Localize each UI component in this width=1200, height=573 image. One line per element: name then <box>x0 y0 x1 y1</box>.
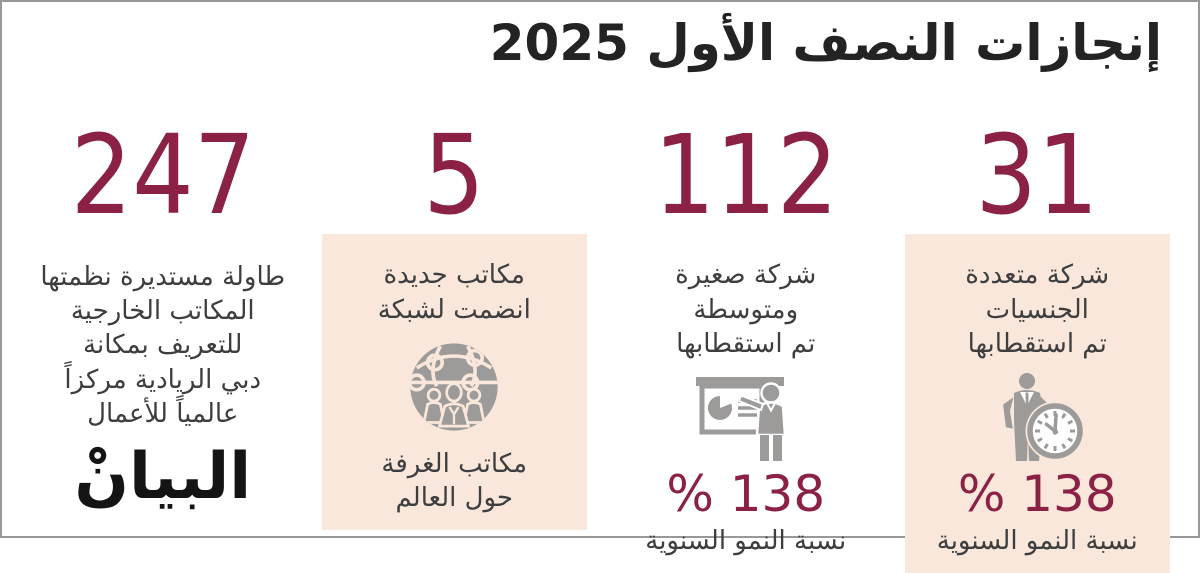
growth-stat: % 138 <box>957 465 1117 524</box>
stat-panel: مكاتب جديدة انضمت لشبكة <box>321 234 587 530</box>
stat-column-sme: 112 شركة صغيرة ومتوسطة تم استقطابها <box>613 111 879 557</box>
stat-value-text: 5 <box>423 111 486 239</box>
presenter-board-icon <box>619 371 873 471</box>
businessman-clock-icon <box>1001 373 1085 462</box>
globe-network-icon <box>410 343 498 431</box>
heading-line: للتعريف بمكانة <box>83 330 243 361</box>
heading-line: المكاتب الخارجية <box>70 295 255 326</box>
stat-column-roundtables: 247 طاولة مستديرة نظمتها المكاتب الخارجي… <box>30 118 296 526</box>
caption-line: نسبة النمو السنوية <box>936 526 1138 557</box>
businessman-clock-icon <box>911 371 1165 471</box>
heading-line: تم استقطابها <box>676 329 816 360</box>
page-title: إنجازات النصف الأول 2025 <box>489 14 1162 72</box>
growth-stat: % 138 <box>666 465 826 524</box>
caption-line: مكاتب الغرفة <box>381 449 528 480</box>
heading-line: دبي الريادية مركزاً <box>64 364 262 395</box>
growth-caption: نسبة النمو السنوية <box>911 524 1165 558</box>
heading-line: انضمت لشبكة <box>377 294 531 325</box>
stat-heading: طاولة مستديرة نظمتها المكاتب الخارجية لل… <box>36 260 290 432</box>
heading-line: طاولة مستديرة نظمتها <box>40 261 286 292</box>
stat-panel: شركة صغيرة ومتوسطة تم استقطابها <box>613 234 879 572</box>
stat-value-text: 112 <box>653 111 839 239</box>
stat-heading: مكاتب جديدة انضمت لشبكة <box>328 258 582 327</box>
stat-heading: شركة صغيرة ومتوسطة تم استقطابها <box>619 258 873 361</box>
stats-columns: 31 شركة متعددة الجنسيات تم استقطابها <box>30 111 1171 573</box>
stat-heading: شركة متعددة الجنسيات تم استقطابها <box>911 258 1165 361</box>
heading-line: مكاتب جديدة <box>383 260 525 291</box>
caption-line: حول العالم <box>395 483 514 514</box>
growth-caption: نسبة النمو السنوية <box>619 524 873 558</box>
stat-value: 247 <box>30 118 296 234</box>
stat-panel: شركة متعددة الجنسيات تم استقطابها <box>904 234 1170 573</box>
heading-line: شركة صغيرة ومتوسطة <box>675 260 817 325</box>
caption-line: نسبة النمو السنوية <box>645 526 847 557</box>
stat-column-multinationals: 31 شركة متعددة الجنسيات تم استقطابها <box>904 111 1171 573</box>
presenter-board-icon <box>695 377 787 462</box>
heading-line: شركة متعددة الجنسيات <box>965 260 1110 325</box>
stat-value: 31 <box>905 111 1171 239</box>
stat-value: 5 <box>322 111 588 239</box>
stat-column-offices: 5 مكاتب جديدة انضمت لشبكة <box>321 111 588 530</box>
stat-value-text: 31 <box>975 111 1099 239</box>
albayan-logo: البيانْ <box>74 439 252 514</box>
stat-panel: طاولة مستديرة نظمتها المكاتب الخارجية لل… <box>30 236 296 526</box>
heading-line: تم استقطابها <box>967 329 1107 360</box>
stat-value: 112 <box>613 111 879 239</box>
offices-caption: مكاتب الغرفة حول العالم <box>328 447 582 516</box>
heading-line: عالمياً للأعمال <box>87 398 239 429</box>
globe-network-icon <box>328 337 582 437</box>
stat-value-text: 247 <box>70 111 256 239</box>
